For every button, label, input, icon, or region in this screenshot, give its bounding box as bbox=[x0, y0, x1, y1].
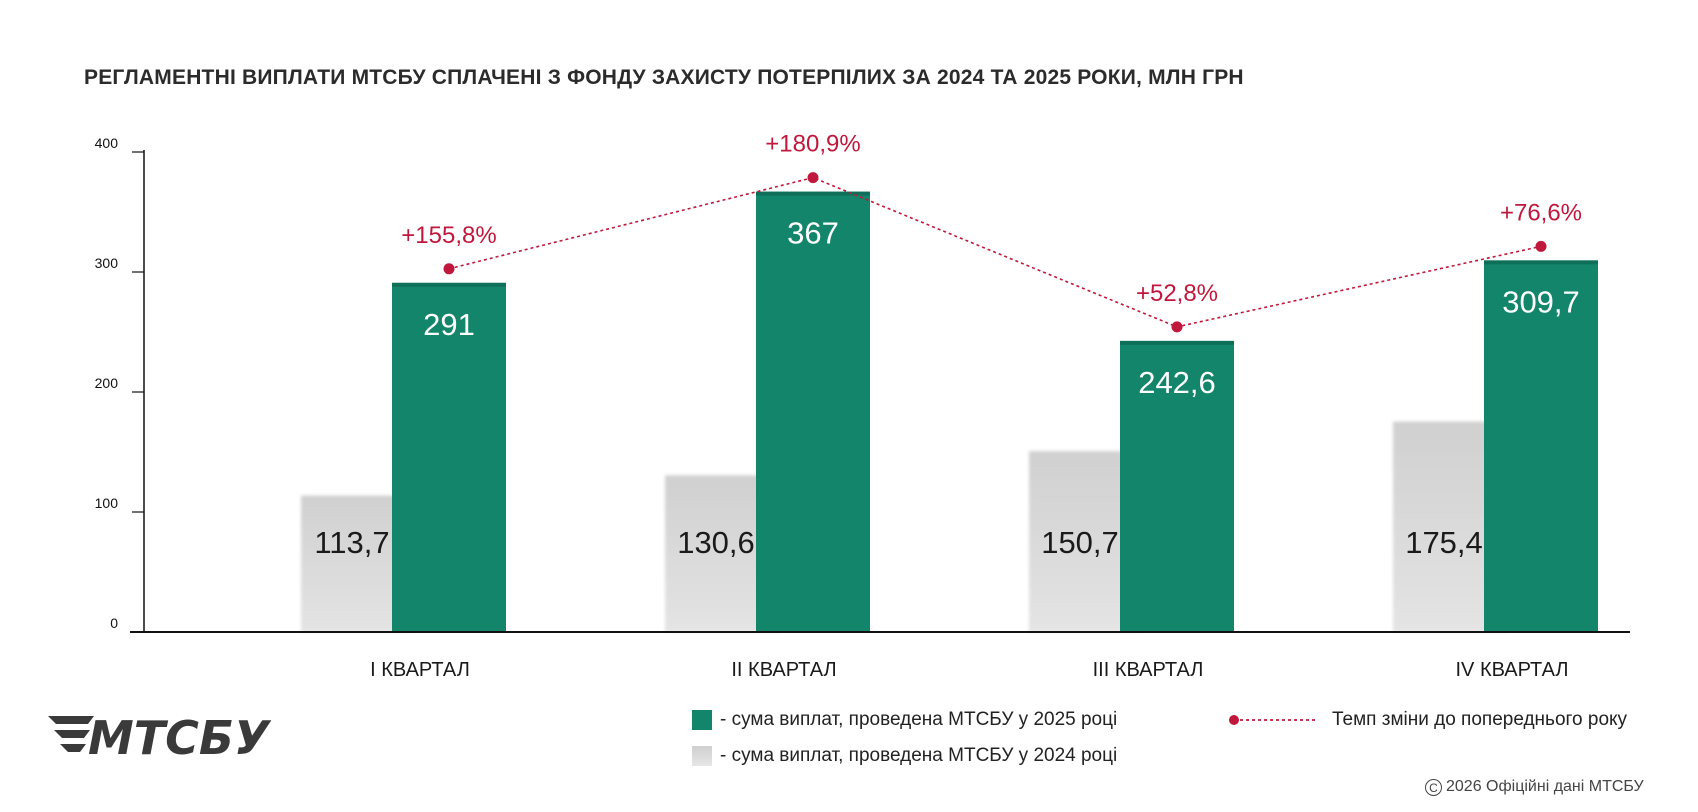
growth-point bbox=[1171, 321, 1183, 333]
svg-text:МТСБУ: МТСБУ bbox=[88, 712, 272, 762]
bar-2024-label: 150,7 bbox=[1041, 525, 1119, 560]
copyright-icon: C bbox=[1425, 778, 1442, 796]
x-tick-label: ІІІ КВАРТАЛ bbox=[1093, 659, 1204, 681]
legend-item-2025: - сума виплат, проведена МТСБУ у 2025 ро… bbox=[692, 709, 1117, 731]
growth-label: +76,6% bbox=[1500, 199, 1582, 226]
growth-label: +180,9% bbox=[765, 131, 860, 158]
bar-2024-label: 113,7 bbox=[314, 525, 389, 560]
bar-2025-edge bbox=[392, 282, 506, 287]
bar-2025-label: 367 bbox=[787, 216, 839, 251]
y-tick-label: 300 bbox=[95, 255, 119, 271]
legend-swatch-growth bbox=[1229, 715, 1316, 725]
growth-label: +52,8% bbox=[1136, 280, 1218, 307]
bar-chart: 0 100 200 300 400 113,7 291 І КВАРТАЛ 130,6 367 ІІ… bbox=[95, 131, 1630, 681]
bar-2025-label: 291 bbox=[423, 307, 475, 342]
legend-item-2024: - сума виплат, проведена МТСБУ у 2024 ро… bbox=[692, 745, 1117, 767]
legend-swatch-2024 bbox=[692, 746, 712, 766]
bar-2025 bbox=[1120, 340, 1234, 632]
bar-2025 bbox=[756, 191, 870, 632]
y-tick-label: 100 bbox=[95, 495, 119, 511]
legend-label-2024: - сума виплат, проведена МТСБУ у 2024 ро… bbox=[720, 745, 1118, 766]
x-tick-label: IV КВАРТАЛ bbox=[1455, 659, 1568, 681]
bar-2025 bbox=[1484, 260, 1598, 632]
bar-2025-edge bbox=[1484, 260, 1598, 265]
growth-label: +155,8% bbox=[401, 222, 496, 249]
bar-2024-label: 175,4 bbox=[1405, 525, 1483, 560]
legend-label-2025: - сума виплат, проведена МТСБУ у 2025 ро… bbox=[720, 709, 1118, 730]
bar-2025-edge bbox=[756, 191, 870, 196]
legend-swatch-2025 bbox=[692, 710, 712, 730]
mtsbu-logo: МТСБУ bbox=[48, 711, 298, 767]
copyright: C 2026 Офіційні дані МТСБУ bbox=[1425, 778, 1644, 796]
legend-label-growth: Темп зміни до попереднього року bbox=[1332, 709, 1628, 730]
y-tick-label: 200 bbox=[95, 375, 119, 391]
bar-2024-label: 130,6 bbox=[677, 525, 755, 560]
growth-point bbox=[807, 172, 819, 184]
chart-title: РЕГЛАМЕНТНІ ВИПЛАТИ МТСБУ СПЛАЧЕНІ З ФОН… bbox=[84, 66, 1244, 89]
growth-point bbox=[443, 263, 455, 275]
copyright-text: 2026 Офіційні дані МТСБУ bbox=[1446, 778, 1644, 795]
legend-item-growth: Темп зміни до попереднього року bbox=[1226, 709, 1627, 731]
growth-line bbox=[448, 176, 1542, 328]
bar-2025 bbox=[392, 282, 506, 632]
x-tick-label: ІІ КВАРТАЛ bbox=[731, 659, 836, 681]
bar-2025-label: 242,6 bbox=[1138, 365, 1216, 400]
bar-2025-label: 309,7 bbox=[1502, 284, 1580, 319]
bar-2025-edge bbox=[1120, 340, 1234, 345]
y-tick-label: 400 bbox=[95, 135, 119, 151]
y-tick-label: 0 bbox=[110, 615, 118, 631]
x-tick-label: І КВАРТАЛ bbox=[370, 659, 470, 681]
growth-point bbox=[1535, 240, 1547, 252]
